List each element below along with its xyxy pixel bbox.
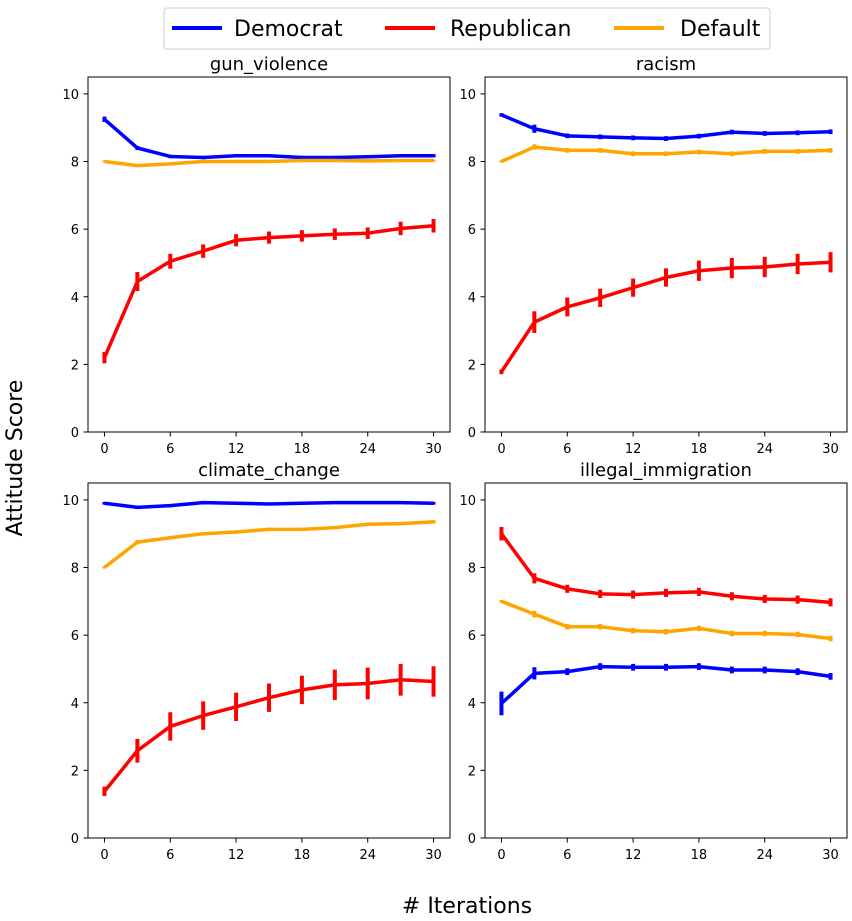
series-line-republican <box>499 260 831 373</box>
axes-frame <box>87 482 451 839</box>
legend-label-default: Default <box>680 17 761 42</box>
x-tick-label: 30 <box>822 848 839 863</box>
x-tick-label: 6 <box>563 848 571 863</box>
x-tick-label: 24 <box>756 848 773 863</box>
legend-frame <box>163 7 771 50</box>
x-tick-label: 24 <box>359 442 376 457</box>
y-tick-label: 0 <box>71 426 79 441</box>
x-tick-label: 6 <box>166 442 174 457</box>
y-tick-label: 10 <box>62 88 79 103</box>
y-tick-label: 2 <box>468 358 476 373</box>
y-tick-label: 8 <box>71 562 79 577</box>
x-tick-label: 12 <box>228 848 245 863</box>
subplot-title: gun_violence <box>210 54 328 75</box>
series-default <box>102 158 436 168</box>
axes-frame <box>484 482 848 839</box>
series-default <box>499 599 833 642</box>
subplot-title: illegal_immigration <box>580 460 752 481</box>
y-tick-label: 6 <box>71 223 79 238</box>
y-tick-label: 4 <box>71 291 79 306</box>
y-tick-label: 8 <box>468 562 476 577</box>
x-tick-label: 0 <box>100 442 108 457</box>
series-democrat <box>102 500 436 510</box>
y-tick-label: 2 <box>71 764 79 779</box>
series-line-democrat <box>104 500 434 510</box>
y-tick-label: 6 <box>468 223 476 238</box>
series-line-republican <box>103 678 434 793</box>
series-line-democrat <box>103 117 434 160</box>
x-axis-label: # Iterations <box>402 894 532 919</box>
legend-entry-default: Default <box>614 17 761 42</box>
series-democrat <box>499 113 833 141</box>
y-tick-label: 2 <box>468 764 476 779</box>
y-tick-label: 8 <box>71 156 79 171</box>
series-line-republican <box>500 532 831 605</box>
x-tick-label: 0 <box>497 442 505 457</box>
y-tick-label: 6 <box>468 629 476 644</box>
series-republican <box>499 252 833 375</box>
subplot-title: climate_change <box>198 460 340 481</box>
legend-entry-democrat: Democrat <box>172 17 343 42</box>
axes-frame <box>484 76 848 433</box>
x-tick-label: 24 <box>756 442 773 457</box>
x-tick-label: 18 <box>691 442 708 457</box>
x-tick-label: 30 <box>425 848 442 863</box>
series-line-democrat <box>500 113 831 141</box>
series-default <box>102 520 436 569</box>
series-line-default <box>500 599 831 641</box>
legend-label-democrat: Democrat <box>234 17 343 42</box>
series-line-republican <box>102 224 434 359</box>
x-tick-label: 12 <box>625 848 642 863</box>
x-tick-label: 0 <box>497 848 505 863</box>
x-tick-label: 0 <box>100 848 108 863</box>
series-default <box>499 144 833 164</box>
series-republican <box>102 219 436 364</box>
y-tick-label: 6 <box>71 629 79 644</box>
series-line-default <box>104 158 434 168</box>
series-republican <box>499 526 833 607</box>
x-tick-label: 18 <box>691 848 708 863</box>
x-tick-label: 12 <box>228 442 245 457</box>
y-tick-label: 10 <box>459 494 476 509</box>
x-tick-label: 30 <box>425 442 442 457</box>
y-tick-label: 0 <box>71 832 79 847</box>
x-tick-label: 6 <box>166 848 174 863</box>
x-tick-label: 30 <box>822 442 839 457</box>
y-axis-label: Attitude Score <box>3 380 28 537</box>
subplot-title: racism <box>636 54 696 75</box>
x-tick-label: 24 <box>359 848 376 863</box>
y-tick-label: 2 <box>71 358 79 373</box>
x-tick-label: 12 <box>625 442 642 457</box>
legend-entry-republican: Republican <box>385 17 571 42</box>
series-line-default <box>103 520 434 569</box>
series-democrat <box>499 663 833 716</box>
series-line-default <box>500 145 831 164</box>
series-republican <box>102 663 436 797</box>
axes-frame <box>87 76 451 433</box>
y-tick-label: 10 <box>62 494 79 509</box>
y-tick-label: 8 <box>468 156 476 171</box>
series-line-democrat <box>500 664 831 705</box>
legend: Democrat Republican Default <box>163 7 771 50</box>
x-tick-label: 6 <box>563 442 571 457</box>
y-tick-label: 4 <box>71 697 79 712</box>
series-democrat <box>102 116 436 160</box>
x-tick-label: 18 <box>294 442 311 457</box>
x-tick-label: 18 <box>294 848 311 863</box>
y-tick-label: 10 <box>459 88 476 103</box>
y-tick-label: 4 <box>468 291 476 306</box>
y-tick-label: 0 <box>468 832 476 847</box>
legend-label-republican: Republican <box>450 17 571 42</box>
y-tick-label: 0 <box>468 426 476 441</box>
y-tick-label: 4 <box>468 697 476 712</box>
